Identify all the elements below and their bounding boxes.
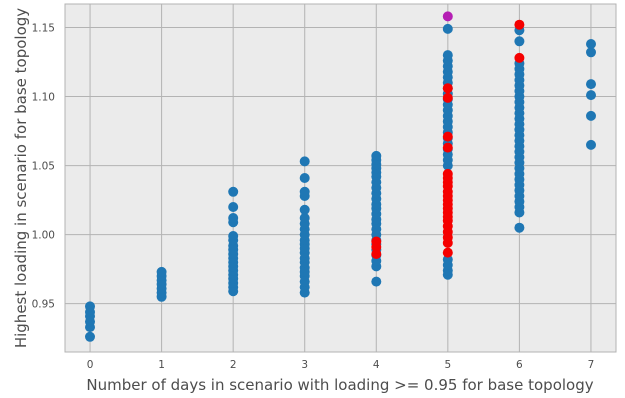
x-axis-label: Number of days in scenario with loading … [86,376,593,394]
x-tick-label: 7 [588,359,595,371]
data-point [371,236,382,247]
data-point [299,186,310,197]
data-point [228,186,239,197]
data-point [228,213,239,223]
x-tick-label: 3 [301,359,308,371]
data-point [586,110,596,121]
data-point [228,231,239,241]
x-tick-label: 5 [444,359,451,371]
x-tick-label: 1 [158,359,165,371]
data-point [299,213,310,223]
data-point [442,50,453,61]
data-point [85,331,95,342]
data-point [442,131,453,142]
data-point [442,142,453,153]
data-point [299,204,310,215]
x-tick-label: 2 [230,359,237,371]
data-point [586,90,596,101]
data-point [85,301,95,312]
plot-background [65,4,616,352]
data-point [299,156,310,167]
x-tick-label: 4 [373,359,380,371]
plot-frame [64,3,617,353]
data-point [442,254,453,265]
data-point [371,276,382,287]
data-point [442,11,453,22]
tick-labels: 0 1 2 3 4 5 6 7 0.95 1.00 1.05 1.10 1.15 [32,22,595,371]
data-point [442,247,453,258]
data-point [371,150,382,161]
y-tick-label: 1.10 [32,92,55,104]
data-point [586,39,596,49]
data-point [442,92,453,103]
y-tick-label: 1.05 [32,161,55,173]
y-axis-label: Highest loading in scenario for base top… [12,8,30,348]
data-point [586,79,596,90]
data-point [514,222,525,233]
data-point [442,83,453,94]
x-tick-label: 0 [87,359,94,371]
data-point [514,19,525,30]
data-point [586,47,596,58]
data-point [586,139,596,150]
y-tick-label: 1.15 [32,22,55,34]
data-points [85,11,596,342]
data-point [442,168,453,179]
data-point [156,266,167,277]
data-point [228,202,239,212]
data-point [299,173,310,183]
data-point [514,36,525,47]
data-point [442,23,453,34]
y-tick-label: 1.00 [32,230,55,242]
x-tick-label: 6 [516,359,523,371]
y-tick-label: 0.95 [32,299,55,311]
data-point [371,249,382,259]
data-point [514,52,525,63]
